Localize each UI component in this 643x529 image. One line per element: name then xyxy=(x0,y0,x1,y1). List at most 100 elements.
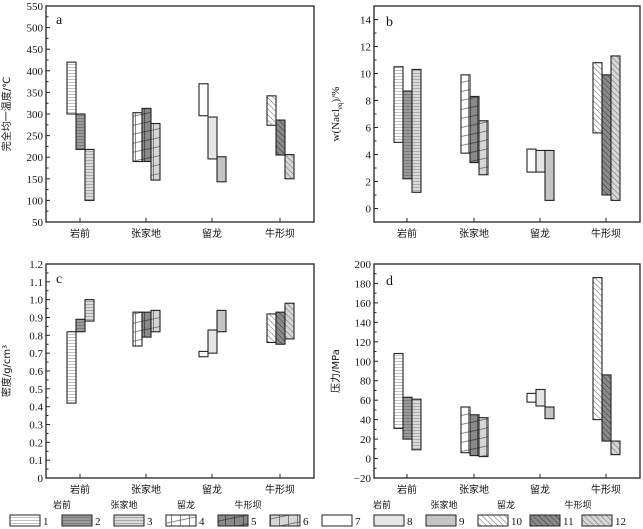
legend-label-2: 2 xyxy=(95,516,101,528)
x-tick-label: 牛形坝 xyxy=(265,227,295,240)
panel-letter: b xyxy=(386,15,393,30)
bar-d-7 xyxy=(526,392,537,403)
panel-a: 50 100 150 200 250 300 350 400 450 500 550 岩前 张家地 留龙 牛… xyxy=(0,1,315,240)
legend-label-9: 9 xyxy=(459,516,465,528)
x-tick-label: 牛形坝 xyxy=(591,483,621,496)
legend-label-3: 3 xyxy=(147,516,153,528)
x-tick-label: 岩前 xyxy=(397,483,417,496)
x-tick-label: 牛形坝 xyxy=(591,227,621,240)
y-tick-label: 1.1 xyxy=(29,277,43,289)
bar-a-1 xyxy=(66,61,77,115)
legend-group-label: 岩前 xyxy=(53,499,71,511)
legend-group-label: 张家地 xyxy=(110,499,137,511)
legend-label-7: 7 xyxy=(355,516,361,528)
y-axis-title: 密度/g/cm³ xyxy=(0,345,13,397)
legend-group-label: 牛形坝 xyxy=(564,499,591,511)
y-tick-label: 0 xyxy=(366,454,372,466)
y-tick-label: 450 xyxy=(27,44,44,56)
y-axis-title: 完全均一温度/℃ xyxy=(0,77,13,152)
y-tick-label: 550 xyxy=(27,1,44,13)
bar-d-5 xyxy=(469,414,480,457)
y-tick-label: 4 xyxy=(366,150,372,162)
y-tick-label: 10 xyxy=(360,69,372,81)
y-tick-label: 0.2 xyxy=(29,437,43,449)
y-tick-label: 20 xyxy=(360,434,372,446)
y-tick-label: 80 xyxy=(360,376,372,388)
legend-group-label: 留龙 xyxy=(177,499,195,511)
bar-b-11 xyxy=(601,74,612,196)
y-tick-label: 8 xyxy=(366,96,372,108)
bar-a-11 xyxy=(275,119,286,156)
y-tick-label: 0.4 xyxy=(29,402,43,414)
y-tick-label: 120 xyxy=(355,337,372,349)
legend-label-11: 11 xyxy=(563,516,574,528)
legend-swatch-8 xyxy=(373,514,405,527)
y-tick-label: 14 xyxy=(360,15,372,27)
y-tick-label: 50 xyxy=(32,217,44,229)
y-tick-label: 140 xyxy=(355,317,372,329)
bar-c-3 xyxy=(84,299,95,322)
bar-a-5 xyxy=(141,107,152,163)
bar-a-8 xyxy=(207,116,218,160)
bar-b-7 xyxy=(526,148,537,173)
y-tick-label: 350 xyxy=(27,87,44,99)
bar-d-12 xyxy=(610,440,621,456)
panel-d: −20 0 20 40 60 80 100 120 140 160 180 200 岩前 张家地 留龙 牛形坝… xyxy=(329,259,641,496)
y-axis-title: w(Nacleq)/% xyxy=(330,87,344,142)
bar-b-4 xyxy=(460,74,471,154)
x-tick-label: 张家地 xyxy=(131,483,161,496)
legend-swatch-12 xyxy=(581,514,613,527)
bar-a-6 xyxy=(150,122,161,181)
y-tick-label: 6 xyxy=(366,123,372,135)
bar-d-11 xyxy=(601,374,612,442)
bar-c-12 xyxy=(284,302,295,340)
bar-c-7 xyxy=(198,350,209,358)
x-tick-label: 留龙 xyxy=(530,227,550,240)
bar-c-5 xyxy=(141,311,152,338)
x-tick-label: 岩前 xyxy=(70,227,90,240)
bar-c-2 xyxy=(75,318,86,333)
panel-letter: c xyxy=(56,272,62,287)
y-tick-label: 0.8 xyxy=(29,330,43,342)
legend-swatch-4 xyxy=(165,514,197,527)
legend-label-5: 5 xyxy=(251,516,257,528)
legend-swatch-2 xyxy=(61,514,93,527)
bar-c-10 xyxy=(266,313,277,344)
bar-b-5 xyxy=(469,95,480,164)
y-tick-label: 2 xyxy=(366,177,372,189)
legend-swatch-10 xyxy=(477,514,509,527)
bar-a-7 xyxy=(198,83,209,117)
y-tick-label: 100 xyxy=(355,356,372,368)
bar-d-9 xyxy=(544,406,555,420)
x-tick-label: 留龙 xyxy=(202,227,222,240)
y-tick-label: 200 xyxy=(27,152,44,164)
x-tick-label: 留龙 xyxy=(202,483,222,496)
y-tick-label: 250 xyxy=(27,131,44,143)
legend-label-6: 6 xyxy=(303,516,309,528)
legend-swatch-1 xyxy=(9,514,41,527)
bar-c-8 xyxy=(207,329,218,354)
legend-label-1: 1 xyxy=(43,516,49,528)
legend-group-label: 留龙 xyxy=(497,499,515,511)
legend-group-label: 岩前 xyxy=(373,499,391,511)
bar-a-10 xyxy=(266,95,277,126)
legend-group-label: 牛形坝 xyxy=(234,499,261,511)
y-tick-label: 0.9 xyxy=(29,313,43,325)
bar-b-3 xyxy=(411,68,422,193)
y-tick-label: 0.1 xyxy=(29,455,43,467)
y-tick-label: 0.3 xyxy=(29,420,43,432)
y-tick-label: 300 xyxy=(27,109,44,121)
legend-swatch-3 xyxy=(113,514,145,527)
y-tick-label: 0 xyxy=(366,204,372,216)
y-tick-label: −20 xyxy=(354,473,372,485)
x-tick-label: 岩前 xyxy=(397,227,417,240)
bar-b-10 xyxy=(592,62,603,134)
y-tick-label: 1.2 xyxy=(29,259,43,271)
panel-letter: d xyxy=(386,274,393,289)
y-tick-label: 1.0 xyxy=(29,295,43,307)
bar-c-9 xyxy=(216,309,227,333)
y-tick-label: 100 xyxy=(27,195,44,207)
y-tick-label: 160 xyxy=(355,298,372,310)
